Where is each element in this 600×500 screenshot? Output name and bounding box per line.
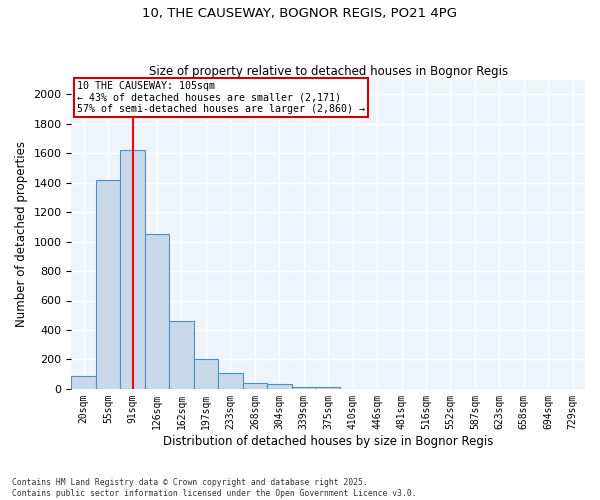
Bar [242, 383, 267, 389]
X-axis label: Distribution of detached houses by size in Bognor Regis: Distribution of detached houses by size … [163, 434, 493, 448]
Y-axis label: Number of detached properties: Number of detached properties [15, 141, 28, 327]
Bar [292, 386, 316, 389]
Bar [121, 150, 145, 389]
Bar [169, 321, 194, 389]
Bar [71, 376, 96, 389]
Bar [218, 372, 242, 389]
Bar [145, 234, 169, 389]
Text: Contains HM Land Registry data © Crown copyright and database right 2025.
Contai: Contains HM Land Registry data © Crown c… [12, 478, 416, 498]
Bar [316, 388, 340, 389]
Bar [194, 360, 218, 389]
Bar [267, 384, 292, 389]
Title: Size of property relative to detached houses in Bognor Regis: Size of property relative to detached ho… [149, 66, 508, 78]
Text: 10 THE CAUSEWAY: 105sqm
← 43% of detached houses are smaller (2,171)
57% of semi: 10 THE CAUSEWAY: 105sqm ← 43% of detache… [77, 81, 365, 114]
Bar [96, 180, 121, 389]
Text: 10, THE CAUSEWAY, BOGNOR REGIS, PO21 4PG: 10, THE CAUSEWAY, BOGNOR REGIS, PO21 4PG [143, 8, 458, 20]
